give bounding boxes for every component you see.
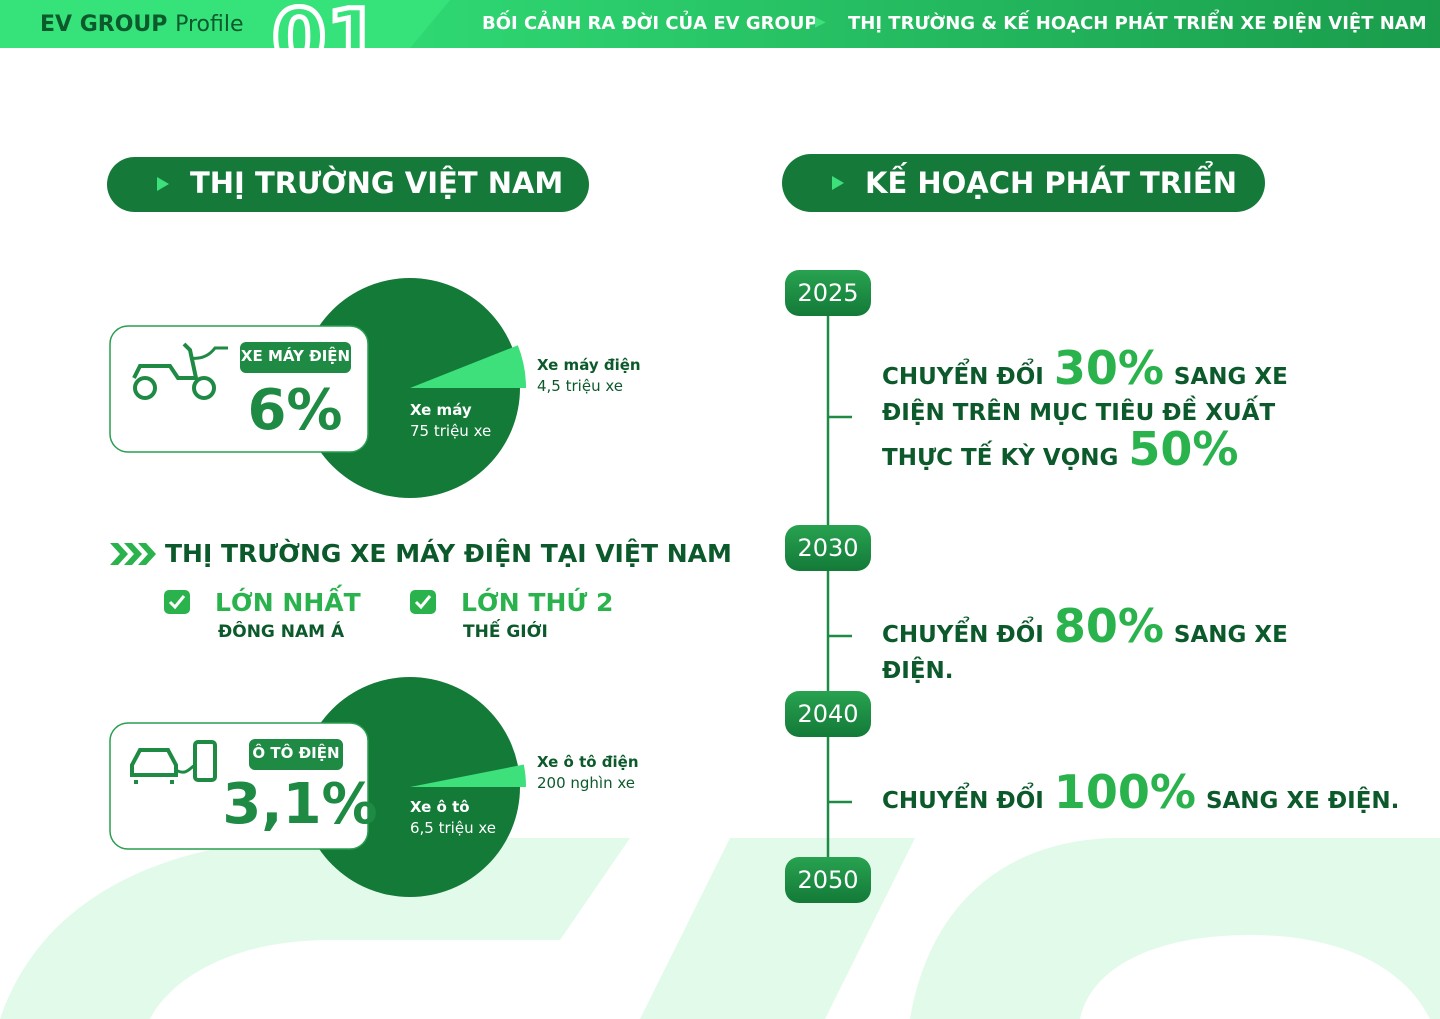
decor	[640, 838, 915, 1019]
slice-value: 200 nghìn xe	[537, 774, 636, 792]
rest-value: 75 triệu xe	[410, 422, 492, 440]
plan-step: CHUYỂN ĐỔI 80% SANG XE ĐIỆN.	[882, 603, 1352, 689]
highlight-sub: THẾ GIỚI	[463, 622, 548, 642]
breadcrumb-item[interactable]: THỊ TRƯỜNG & KẾ HOẠCH PHÁT TRIỂN XE ĐIỆN…	[848, 13, 1427, 34]
step-percent: 50%	[1128, 422, 1239, 476]
year-pill	[785, 691, 871, 737]
slice-label: Xe ô tô điện	[537, 753, 639, 771]
slice-value: 4,5 triệu xe	[537, 377, 623, 395]
badge-pill	[240, 342, 351, 373]
rest-value: 6,5 triệu xe	[410, 819, 496, 837]
rest-label: Xe ô tô	[410, 798, 470, 816]
step-text: SANG XE ĐIỆN.	[882, 622, 1288, 684]
year-label: 2030	[797, 534, 858, 562]
decor	[0, 838, 630, 1019]
year-label: 2040	[797, 700, 858, 728]
year-pill	[785, 857, 871, 903]
highlight-sub: ĐÔNG NAM Á	[218, 622, 345, 642]
year-label: 2050	[797, 866, 858, 894]
decor	[910, 838, 1440, 1019]
plan-step: CHUYỂN ĐỔI 30% SANG XE ĐIỆN TRÊN MỤC TIÊU …	[882, 345, 1352, 476]
pie-slice	[410, 345, 526, 388]
badge-label: XE MÁY ĐIỆN	[240, 347, 351, 365]
checkbox	[164, 590, 190, 614]
share-value: 6%	[247, 378, 343, 443]
highlight-title: THỊ TRƯỜNG XE MÁY ĐIỆN TẠI VIỆT NAM	[165, 539, 732, 568]
section-pill	[782, 154, 1265, 212]
step-text: CHUYỂN ĐỔI	[882, 622, 1044, 648]
brand: EV GROUP Profile	[40, 12, 243, 37]
step-percent: 100%	[1053, 765, 1196, 819]
year-pill	[785, 270, 871, 316]
section-number: 01	[272, 0, 381, 48]
year-pill	[785, 525, 871, 571]
chevrons	[110, 543, 156, 565]
header-band	[410, 0, 1440, 48]
plan-step: CHUYỂN ĐỔI 100% SANG XE ĐIỆN.	[882, 769, 1402, 819]
section-title: THỊ TRƯỜNG VIỆT NAM	[190, 166, 564, 200]
highlight-item: LỚN THỨ 2	[461, 588, 614, 617]
section-title: KẾ HOẠCH PHÁT TRIỂN	[865, 166, 1237, 200]
rest-label: Xe máy	[410, 401, 472, 419]
step-text: SANG XE ĐIỆN TRÊN MỤC TIÊU ĐỀ XUẤT THỰC …	[882, 364, 1288, 471]
section-pill	[107, 157, 589, 212]
step-text: CHUYỂN ĐỔI	[882, 788, 1044, 814]
scooter-icon	[132, 342, 228, 400]
step-text: SANG XE ĐIỆN.	[1205, 788, 1400, 814]
car-icon	[130, 740, 217, 784]
checkbox	[410, 590, 436, 614]
breadcrumb-separator: ▶	[815, 14, 826, 30]
pie-slice	[410, 764, 526, 787]
slice-label: Xe máy điện	[537, 356, 641, 374]
step-percent: 80%	[1053, 599, 1164, 653]
step-text: CHUYỂN ĐỔI	[882, 364, 1044, 390]
breadcrumb-item[interactable]: BỐI CẢNH RA ĐỜI CỦA EV GROUP	[482, 13, 818, 34]
brand-name: EV GROUP	[40, 12, 168, 37]
badge-label: Ô TÔ ĐIỆN	[252, 744, 340, 762]
year-label: 2025	[797, 279, 858, 307]
highlight-item: LỚN NHẤT	[215, 588, 361, 617]
brand-suffix: Profile	[175, 12, 244, 37]
pill-arrow	[832, 176, 844, 190]
share-value: 3,1%	[222, 772, 378, 837]
step-percent: 30%	[1053, 341, 1164, 395]
badge-pill	[249, 739, 343, 770]
pill-arrow	[157, 177, 169, 191]
years: 2025 2030 2040 2050	[785, 270, 871, 903]
